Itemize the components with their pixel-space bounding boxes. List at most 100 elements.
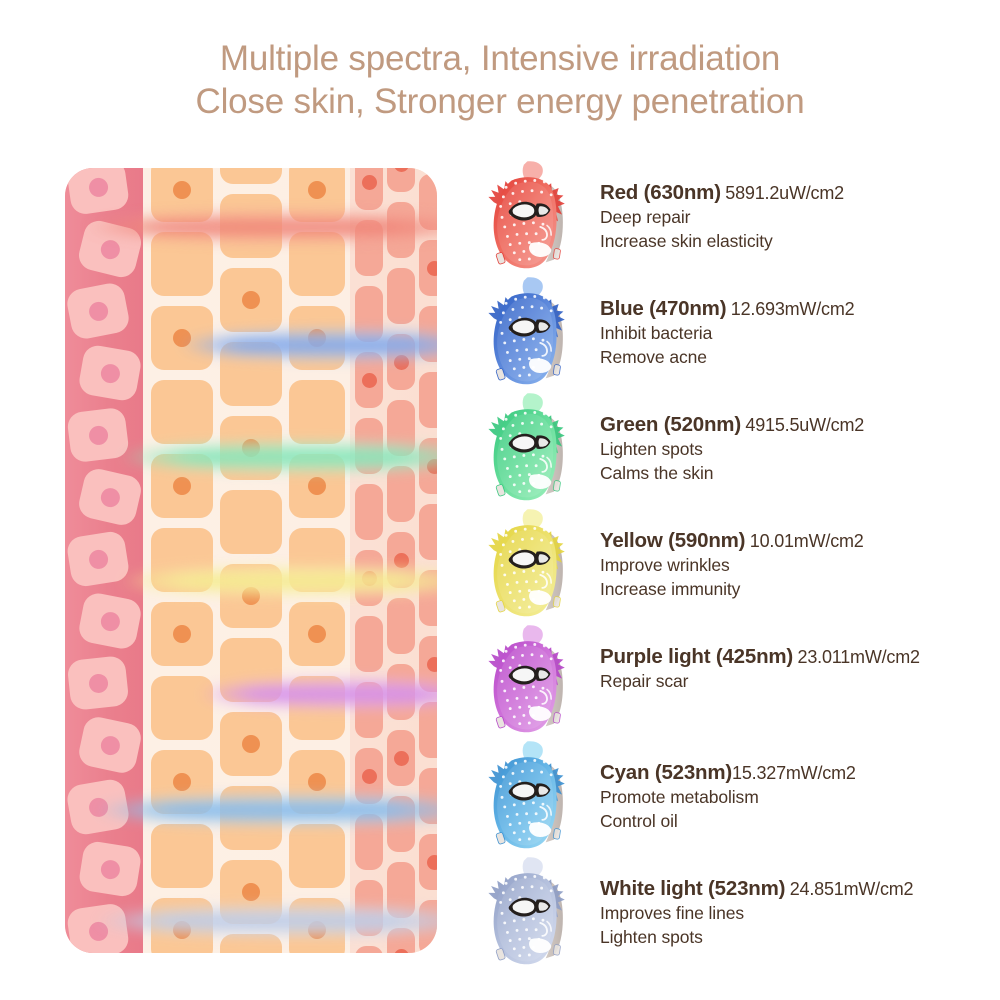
spectrum-irradiance: 23.011mW/cm2	[797, 647, 921, 667]
cell-nucleus	[98, 361, 122, 385]
cell-nucleus	[87, 920, 109, 942]
cell-nucleus	[99, 858, 121, 880]
deep-dermis-cell	[387, 268, 415, 324]
cell-nucleus	[242, 587, 260, 605]
cell-nucleus	[393, 552, 409, 568]
cell-nucleus	[308, 477, 326, 495]
spectrum-name: Blue (470nm)	[600, 297, 727, 320]
mask-crown	[522, 857, 543, 878]
mask-strap-tab-right	[553, 596, 561, 608]
spectrum-row-purple[interactable]: Purple light (425nm) 23.011mW/cm2 Repair …	[470, 624, 990, 740]
led-mask-icon-red	[488, 161, 565, 269]
cell-nucleus	[98, 733, 122, 757]
cell-nucleus	[87, 548, 109, 570]
dermis-cell	[289, 232, 345, 296]
dermis-cell	[151, 676, 213, 740]
dermis-cell	[151, 824, 213, 888]
cell-nucleus	[393, 354, 409, 370]
spectrum-name: Purple light (425nm)	[600, 645, 794, 668]
cell-nucleus	[308, 625, 326, 643]
title-line-1: Multiple spectra, Intensive irradiation	[219, 39, 781, 78]
benefit-text: Calms the skin	[600, 463, 714, 484]
cell-nucleus	[361, 174, 377, 190]
cell-nucleus	[242, 439, 260, 457]
cell-nucleus	[87, 176, 109, 198]
deep-dermis-cell	[419, 570, 437, 626]
cell-nucleus	[426, 458, 437, 474]
mask-strap-tab-right	[553, 828, 561, 840]
benefit-text: Increase immunity	[600, 579, 741, 600]
cell-nucleus	[393, 750, 409, 766]
mask-strap-tab-right	[553, 248, 561, 260]
deep-dermis-cell	[355, 814, 383, 870]
cell-nucleus	[308, 921, 326, 939]
spectrum-text-purple: Purple light (425nm) 23.011mW/cm2 Repair …	[600, 646, 990, 692]
mask-nose-line	[539, 573, 548, 589]
cell-nucleus	[361, 372, 377, 388]
epidermis-cell	[77, 343, 143, 403]
dermis-cell	[220, 194, 282, 258]
deep-dermis-cell	[419, 900, 437, 953]
cell-nucleus	[86, 795, 110, 819]
epidermis-cell	[65, 902, 131, 953]
benefit-text: Repair scar	[600, 670, 689, 691]
deep-dermis-cell	[419, 768, 437, 824]
benefit-text: Deep repair	[600, 206, 691, 227]
mask-nose-line	[539, 805, 548, 821]
cell-nucleus	[361, 768, 377, 784]
deep-dermis-cell	[355, 484, 383, 540]
deep-dermis-cell	[355, 682, 383, 738]
spectrum-header: Red (630nm) 5891.2uW/cm2	[600, 182, 990, 204]
spectrum-header: Yellow (590nm) 10.01mW/cm2	[600, 530, 990, 552]
mask-icon-wrapper-green	[470, 392, 590, 508]
cell-nucleus	[308, 181, 326, 199]
cell-nucleus	[87, 424, 109, 446]
dermis-cell	[220, 786, 282, 850]
skin-cross-section-diagram	[65, 168, 437, 953]
spectrum-text-red: Red (630nm) 5891.2uW/cm2 Deep repair Incre…	[600, 182, 990, 253]
deep-dermis-cell	[419, 702, 437, 758]
spectrum-irradiance: 12.693mW/cm2	[730, 299, 855, 319]
spectrum-row-yellow[interactable]: Yellow (590nm) 10.01mW/cm2 Improve wrinkl…	[470, 508, 990, 624]
mask-mouth-opening	[529, 242, 552, 257]
spectrum-irradiance: 24.851mW/cm2	[789, 879, 914, 899]
spectra-list: Red (630nm) 5891.2uW/cm2 Deep repair Incre…	[470, 160, 990, 972]
epidermis-cell	[66, 655, 130, 711]
cell-nucleus	[173, 477, 191, 495]
deep-dermis-cell	[387, 664, 415, 720]
mask-icon-wrapper-blue	[470, 276, 590, 392]
mask-strap-tab-left	[495, 948, 506, 961]
cell-nucleus	[242, 883, 260, 901]
spectrum-row-blue[interactable]: Blue (470nm) 12.693mW/cm2 Inhibit bacteri…	[470, 276, 990, 392]
deep-dermis-cell	[387, 466, 415, 522]
spectrum-row-white[interactable]: White light (523nm) 24.851mW/cm2 Improves…	[470, 856, 990, 972]
deep-dermis-cell	[355, 880, 383, 936]
deep-dermis-cell	[355, 418, 383, 474]
dermis-cell	[220, 490, 282, 554]
benefit-text: Increase skin elasticity	[600, 231, 773, 252]
spectrum-text-yellow: Yellow (590nm) 10.01mW/cm2 Improve wrinkl…	[600, 530, 990, 601]
cell-nucleus	[86, 299, 110, 323]
spectrum-row-red[interactable]: Red (630nm) 5891.2uW/cm2 Deep repair Incre…	[470, 160, 990, 276]
dermis-cell	[289, 528, 345, 592]
deep-dermis-cell	[419, 306, 437, 362]
mask-mouth-opening	[529, 474, 552, 489]
spectrum-header: Purple light (425nm) 23.011mW/cm2	[600, 646, 990, 668]
spectrum-row-cyan[interactable]: Cyan (523nm)15.327mW/cm2 Promote metaboli…	[470, 740, 990, 856]
spectrum-header: Cyan (523nm)15.327mW/cm2	[600, 762, 990, 784]
mask-icon-wrapper-purple	[470, 624, 590, 740]
mask-nose-line	[539, 457, 548, 473]
cell-nucleus	[426, 260, 437, 276]
benefit-text: Control oil	[600, 811, 678, 832]
mask-strap-tab-left	[495, 832, 506, 845]
mask-crown	[522, 625, 543, 646]
mask-strap-tab-right	[553, 712, 561, 724]
dermis-cell	[220, 168, 282, 184]
dermis-cell	[220, 638, 282, 702]
mask-mouth-opening	[529, 822, 552, 837]
mask-strap-tab-left	[495, 716, 506, 729]
cell-nucleus	[242, 735, 260, 753]
epidermis-cell	[77, 839, 143, 899]
spectrum-name: Yellow (590nm)	[600, 529, 746, 552]
spectrum-row-green[interactable]: Green (520nm) 4915.5uW/cm2 Lighten spots C…	[470, 392, 990, 508]
